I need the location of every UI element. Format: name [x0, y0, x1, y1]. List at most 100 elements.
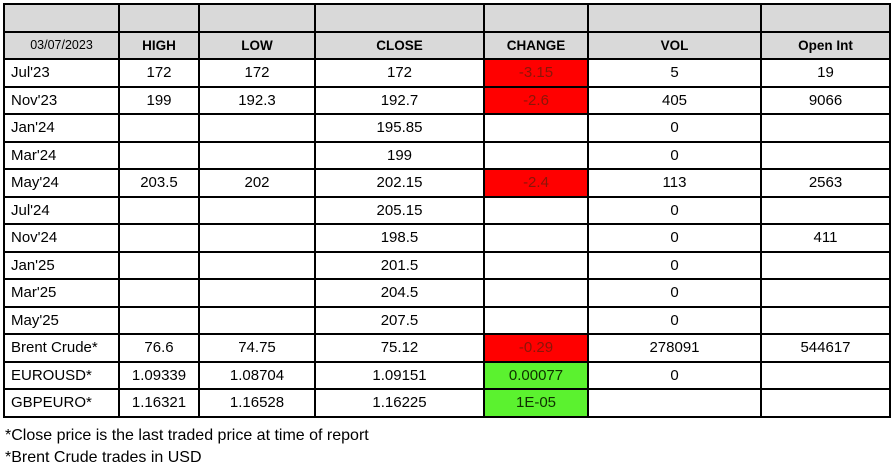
cell-change[interactable]: 1E-05 [483, 388, 589, 418]
cell-close[interactable]: 192.7 [314, 85, 485, 115]
cell-low[interactable]: 1.16528 [198, 388, 316, 418]
cell-change[interactable]: -3.15 [483, 58, 589, 88]
header-vol[interactable]: VOL [587, 30, 762, 60]
cell-vol[interactable]: 0 [587, 250, 762, 280]
cell-close[interactable]: 207.5 [314, 305, 485, 335]
cell-contract-label[interactable]: GBPEURO* [3, 388, 120, 418]
cell-high[interactable]: 1.09339 [118, 360, 200, 390]
empty-header-cell[interactable] [587, 3, 762, 33]
cell-contract-label[interactable]: Jan'24 [3, 113, 120, 143]
cell-close[interactable]: 198.5 [314, 223, 485, 253]
cell-change[interactable] [483, 140, 589, 170]
cell-low[interactable]: 172 [198, 58, 316, 88]
cell-change[interactable]: -2.6 [483, 85, 589, 115]
cell-change[interactable] [483, 278, 589, 308]
cell-contract-label[interactable]: Nov'24 [3, 223, 120, 253]
cell-vol[interactable]: 0 [587, 140, 762, 170]
cell-open-int[interactable] [760, 195, 891, 225]
cell-open-int[interactable]: 2563 [760, 168, 891, 198]
cell-vol[interactable]: 0 [587, 113, 762, 143]
cell-change[interactable] [483, 223, 589, 253]
cell-vol[interactable]: 278091 [587, 333, 762, 363]
cell-open-int[interactable] [760, 278, 891, 308]
cell-high[interactable]: 76.6 [118, 333, 200, 363]
cell-contract-label[interactable]: Nov'23 [3, 85, 120, 115]
cell-open-int[interactable] [760, 250, 891, 280]
cell-close[interactable]: 204.5 [314, 278, 485, 308]
header-open-int[interactable]: Open Int [760, 30, 891, 60]
cell-low[interactable]: 74.75 [198, 333, 316, 363]
cell-open-int[interactable]: 411 [760, 223, 891, 253]
cell-high[interactable]: 203.5 [118, 168, 200, 198]
cell-contract-label[interactable]: Jul'24 [3, 195, 120, 225]
empty-header-cell[interactable] [118, 3, 200, 33]
cell-close[interactable]: 201.5 [314, 250, 485, 280]
cell-low[interactable] [198, 278, 316, 308]
report-date-cell[interactable]: 03/07/2023 [3, 30, 120, 60]
cell-change[interactable]: 0.00077 [483, 360, 589, 390]
cell-close[interactable]: 205.15 [314, 195, 485, 225]
cell-low[interactable] [198, 113, 316, 143]
header-close[interactable]: CLOSE [314, 30, 485, 60]
cell-vol[interactable]: 0 [587, 360, 762, 390]
cell-high[interactable] [118, 250, 200, 280]
cell-contract-label[interactable]: Jul'23 [3, 58, 120, 88]
cell-high[interactable] [118, 305, 200, 335]
cell-contract-label[interactable]: Mar'25 [3, 278, 120, 308]
header-low[interactable]: LOW [198, 30, 316, 60]
cell-low[interactable]: 192.3 [198, 85, 316, 115]
cell-vol[interactable]: 5 [587, 58, 762, 88]
cell-change[interactable] [483, 113, 589, 143]
cell-change[interactable]: -2.4 [483, 168, 589, 198]
cell-close[interactable]: 75.12 [314, 333, 485, 363]
cell-vol[interactable]: 0 [587, 278, 762, 308]
cell-vol[interactable]: 0 [587, 305, 762, 335]
cell-open-int[interactable] [760, 388, 891, 418]
cell-contract-label[interactable]: May'24 [3, 168, 120, 198]
cell-open-int[interactable]: 19 [760, 58, 891, 88]
cell-close[interactable]: 202.15 [314, 168, 485, 198]
cell-change[interactable] [483, 305, 589, 335]
cell-high[interactable] [118, 113, 200, 143]
cell-low[interactable]: 1.08704 [198, 360, 316, 390]
cell-change[interactable]: -0.29 [483, 333, 589, 363]
cell-low[interactable] [198, 195, 316, 225]
cell-vol[interactable]: 405 [587, 85, 762, 115]
header-change[interactable]: CHANGE [483, 30, 589, 60]
cell-close[interactable]: 199 [314, 140, 485, 170]
cell-contract-label[interactable]: Jan'25 [3, 250, 120, 280]
cell-vol[interactable]: 113 [587, 168, 762, 198]
cell-low[interactable]: 202 [198, 168, 316, 198]
cell-close[interactable]: 195.85 [314, 113, 485, 143]
cell-open-int[interactable] [760, 360, 891, 390]
cell-close[interactable]: 1.16225 [314, 388, 485, 418]
empty-header-cell[interactable] [198, 3, 316, 33]
cell-high[interactable] [118, 223, 200, 253]
cell-open-int[interactable] [760, 140, 891, 170]
empty-header-cell[interactable] [760, 3, 891, 33]
cell-open-int[interactable]: 9066 [760, 85, 891, 115]
cell-high[interactable]: 1.16321 [118, 388, 200, 418]
cell-contract-label[interactable]: Brent Crude* [3, 333, 120, 363]
empty-header-cell[interactable] [314, 3, 485, 33]
cell-vol[interactable] [587, 388, 762, 418]
cell-contract-label[interactable]: EUROUSD* [3, 360, 120, 390]
cell-high[interactable]: 172 [118, 58, 200, 88]
empty-header-cell[interactable] [3, 3, 120, 33]
cell-low[interactable] [198, 140, 316, 170]
cell-high[interactable] [118, 140, 200, 170]
cell-contract-label[interactable]: May'25 [3, 305, 120, 335]
cell-low[interactable] [198, 250, 316, 280]
cell-low[interactable] [198, 305, 316, 335]
cell-low[interactable] [198, 223, 316, 253]
cell-vol[interactable]: 0 [587, 223, 762, 253]
empty-header-cell[interactable] [483, 3, 589, 33]
cell-high[interactable]: 199 [118, 85, 200, 115]
cell-open-int[interactable] [760, 305, 891, 335]
cell-contract-label[interactable]: Mar'24 [3, 140, 120, 170]
cell-close[interactable]: 1.09151 [314, 360, 485, 390]
cell-open-int[interactable] [760, 113, 891, 143]
cell-change[interactable] [483, 250, 589, 280]
cell-high[interactable] [118, 195, 200, 225]
cell-open-int[interactable]: 544617 [760, 333, 891, 363]
